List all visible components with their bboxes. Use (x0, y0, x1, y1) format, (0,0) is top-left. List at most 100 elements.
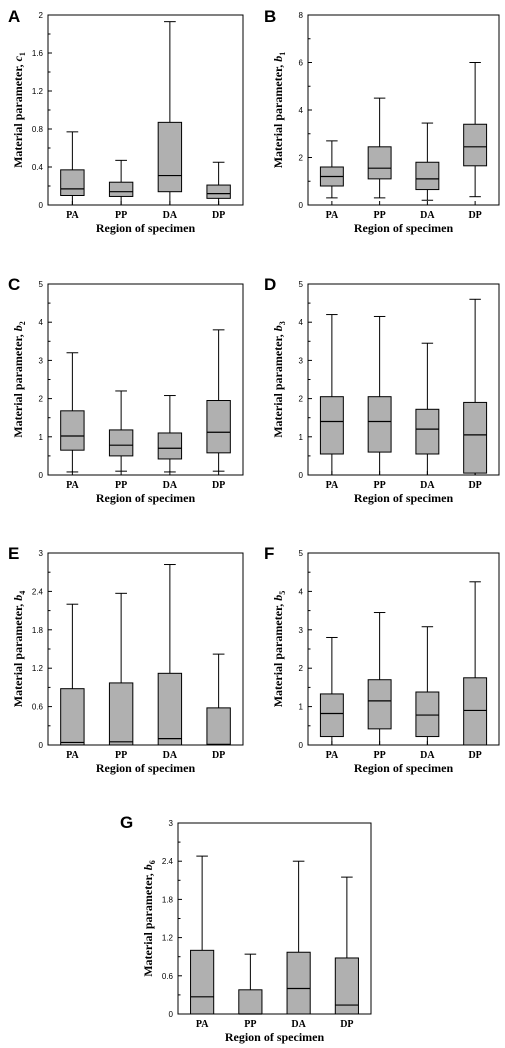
y-tick-label: 1 (299, 433, 304, 442)
x-tick-label: DA (420, 480, 435, 491)
y-axis-title-subscript: 6 (148, 860, 157, 864)
x-axis-title: Region of specimen (96, 761, 196, 775)
panel-g: G 0 0.6 1.2 1.8 2.4 3 PA PP DA DP Region of specime… (120, 813, 372, 1044)
y-tick-label: 1 (39, 433, 44, 442)
x-tick-label: PP (374, 480, 386, 491)
box-dp (463, 123, 488, 167)
x-tick-label: DP (468, 480, 481, 491)
x-tick-label: PA (326, 210, 339, 221)
y-axis-title-text: Material parameter, (271, 601, 285, 708)
y-axis-title-symbol: b (141, 864, 155, 870)
y-axis-title: Material parameter, b3 (271, 321, 287, 438)
x-axis-title: Region of specimen (354, 491, 454, 505)
y-axis-title-subscript: 2 (18, 321, 27, 325)
x-tick-label: DA (163, 210, 178, 221)
box-da (415, 161, 440, 191)
y-axis-title-subscript: 1 (278, 52, 287, 56)
box-dp (463, 677, 488, 746)
y-tick-label: 2.4 (162, 857, 174, 866)
y-tick-label: 5 (299, 280, 304, 289)
panel-letter: B (264, 7, 276, 26)
x-tick-label: DP (468, 750, 481, 761)
y-tick-label: 0 (169, 1010, 174, 1019)
x-tick-label: PA (326, 750, 339, 761)
y-tick-label: 1.6 (32, 49, 44, 58)
y-axis-title: Material parameter, b5 (271, 591, 287, 708)
y-tick-label: 4 (39, 318, 44, 327)
panel-letter: G (120, 813, 133, 832)
x-tick-label: DP (212, 750, 225, 761)
y-axis-title-text: Material parameter, (11, 601, 25, 708)
y-tick-label: 5 (39, 280, 44, 289)
x-tick-label: PA (66, 210, 79, 221)
x-axis-title: Region of specimen (354, 221, 454, 235)
y-tick-label: 3 (299, 626, 304, 635)
y-axis-title: Material parameter, b4 (11, 591, 27, 708)
y-tick-label: 0.8 (32, 125, 44, 134)
box-da (157, 672, 183, 746)
y-axis-title-text: Material parameter, (271, 331, 285, 438)
box-pa (60, 410, 85, 451)
y-axis-title-symbol: b (271, 595, 285, 601)
y-tick-label: 3 (299, 356, 304, 365)
y-tick-label: 2 (299, 154, 304, 163)
y-axis-title-text: Material parameter, (271, 62, 285, 169)
y-tick-label: 2 (39, 395, 44, 404)
y-axis-title-text: Material parameter, (141, 870, 155, 977)
box-pp (367, 679, 392, 730)
panel-a: A 0 0.4 0.8 1.2 1.6 2 PA PP DA DP Region of specime… (8, 7, 244, 235)
panel-letter: E (8, 544, 19, 563)
y-axis-title-subscript: 1 (18, 52, 27, 56)
y-axis-title-text: Material parameter, (11, 61, 25, 168)
panel-e: E 0 0.6 1.2 1.8 2.4 3 PA PP DA DP Region of specime… (8, 544, 244, 775)
x-axis-title: Region of specimen (96, 491, 196, 505)
box-pp (108, 181, 134, 197)
y-tick-label: 1.8 (32, 626, 44, 635)
box-pp (367, 146, 392, 180)
box-pa (190, 949, 215, 1015)
box-pp (108, 682, 134, 746)
box-dp (206, 400, 231, 454)
y-tick-label: 3 (39, 549, 44, 558)
x-tick-label: DP (212, 210, 225, 221)
y-tick-label: 0 (299, 471, 304, 480)
y-tick-label: 0 (39, 471, 44, 480)
y-tick-label: 1 (299, 703, 304, 712)
y-axis-title: Material parameter, b6 (141, 860, 157, 977)
x-tick-label: PP (244, 1019, 256, 1030)
y-tick-label: 6 (299, 59, 304, 68)
y-tick-label: 0 (39, 201, 44, 210)
x-tick-label: PP (374, 210, 386, 221)
y-axis-title: Material parameter, b2 (11, 321, 27, 438)
panel-letter: D (264, 275, 276, 294)
y-axis-title-text: Material parameter, (11, 331, 25, 438)
x-tick-label: DA (291, 1019, 306, 1030)
box-da (415, 408, 440, 455)
x-tick-label: PP (115, 480, 127, 491)
x-tick-label: PP (115, 210, 127, 221)
box-da (157, 121, 183, 193)
y-tick-label: 4 (299, 318, 304, 327)
y-tick-label: 0 (299, 741, 304, 750)
y-tick-label: 0 (299, 201, 304, 210)
x-tick-label: PA (66, 750, 79, 761)
x-tick-label: DP (468, 210, 481, 221)
x-axis-title: Region of specimen (354, 761, 454, 775)
y-tick-label: 3 (39, 356, 44, 365)
y-tick-label: 0.6 (162, 972, 174, 981)
y-axis-title: Material parameter, c1 (11, 52, 27, 168)
box-dp (206, 184, 231, 199)
box-da (286, 951, 311, 1015)
y-axis-title-subscript: 3 (278, 321, 287, 325)
y-tick-label: 2 (39, 11, 44, 20)
x-axis-title: Region of specimen (225, 1030, 325, 1044)
x-axis-title: Region of specimen (96, 221, 196, 235)
box-dp (334, 957, 359, 1015)
x-tick-label: PP (374, 750, 386, 761)
panel-d: D 0 1 2 3 4 5 PA PP DA DP Region of specimen Materia… (264, 275, 500, 505)
x-tick-label: DP (340, 1019, 353, 1030)
panel-b: B 0 2 4 6 8 PA PP DA DP Region of specimen Material… (264, 7, 500, 235)
x-tick-label: PP (115, 750, 127, 761)
panel-c: C 0 1 2 3 4 5 PA PP DA DP Region of specimen Materia… (8, 275, 244, 505)
